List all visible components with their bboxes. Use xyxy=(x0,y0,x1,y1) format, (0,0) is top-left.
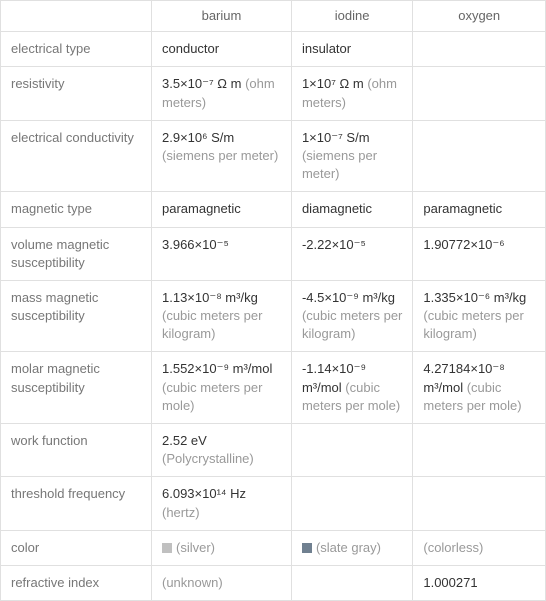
column-header: oxygen xyxy=(413,1,546,32)
table-cell: (colorless) xyxy=(413,530,546,565)
table-cell: paramagnetic xyxy=(413,192,546,227)
table-cell xyxy=(413,32,546,67)
unit-label: (siemens per meter) xyxy=(302,148,377,181)
table-row: electrical conductivity2.9×10⁶ S/m (siem… xyxy=(1,120,546,192)
table-cell: -4.5×10⁻⁹ m³/kg (cubic meters per kilogr… xyxy=(291,280,412,352)
table-cell: -1.14×10⁻⁹ m³/mol (cubic meters per mole… xyxy=(291,352,412,424)
color-swatch xyxy=(162,543,172,553)
table-cell xyxy=(413,67,546,120)
table-row: work function2.52 eV (Polycrystalline) xyxy=(1,424,546,477)
table-cell: 1.90772×10⁻⁶ xyxy=(413,227,546,280)
table-cell xyxy=(291,477,412,530)
unit-label: (cubic meters per kilogram) xyxy=(302,308,402,341)
table-cell: 1×10⁻⁷ S/m (siemens per meter) xyxy=(291,120,412,192)
unit-label: (cubic meters per kilogram) xyxy=(162,308,262,341)
table-row: molar magnetic susceptibility1.552×10⁻⁹ … xyxy=(1,352,546,424)
table-row: color (silver) (slate gray) (colorless) xyxy=(1,530,546,565)
table-cell: 1.552×10⁻⁹ m³/mol (cubic meters per mole… xyxy=(152,352,292,424)
table-row: mass magnetic susceptibility1.13×10⁻⁸ m³… xyxy=(1,280,546,352)
row-label: resistivity xyxy=(1,67,152,120)
table-cell: conductor xyxy=(152,32,292,67)
table-cell xyxy=(413,477,546,530)
header-row: barium iodine oxygen xyxy=(1,1,546,32)
table-row: refractive index (unknown) 1.000271 xyxy=(1,565,546,600)
properties-table: barium iodine oxygen electrical typecond… xyxy=(0,0,546,601)
table-cell: 1.335×10⁻⁶ m³/kg (cubic meters per kilog… xyxy=(413,280,546,352)
table-row: electrical typeconductorinsulator xyxy=(1,32,546,67)
table-cell: (unknown) xyxy=(152,565,292,600)
color-label: (slate gray) xyxy=(316,540,381,555)
table-cell: 2.52 eV (Polycrystalline) xyxy=(152,424,292,477)
table-row: volume magnetic susceptibility3.966×10⁻⁵… xyxy=(1,227,546,280)
unknown-label: (unknown) xyxy=(162,575,223,590)
table-cell: 6.093×10¹⁴ Hz (hertz) xyxy=(152,477,292,530)
table-cell: 3.5×10⁻⁷ Ω m (ohm meters) xyxy=(152,67,292,120)
value: 1×10⁻⁷ S/m xyxy=(302,130,370,145)
row-label: color xyxy=(1,530,152,565)
table-cell: -2.22×10⁻⁵ xyxy=(291,227,412,280)
row-label: work function xyxy=(1,424,152,477)
value: 1×10⁷ Ω m xyxy=(302,76,367,91)
table-cell: 1×10⁷ Ω m (ohm meters) xyxy=(291,67,412,120)
unit-label: (siemens per meter) xyxy=(162,148,278,163)
table-cell xyxy=(413,120,546,192)
table-cell: 3.966×10⁻⁵ xyxy=(152,227,292,280)
column-header: iodine xyxy=(291,1,412,32)
row-label: electrical conductivity xyxy=(1,120,152,192)
table-cell: 1.000271 xyxy=(413,565,546,600)
value: -4.5×10⁻⁹ m³/kg xyxy=(302,290,395,305)
row-label: refractive index xyxy=(1,565,152,600)
value: 1.552×10⁻⁹ m³/mol xyxy=(162,361,272,376)
value: 1.335×10⁻⁶ m³/kg xyxy=(423,290,526,305)
row-label: molar magnetic susceptibility xyxy=(1,352,152,424)
color-label: (silver) xyxy=(176,540,215,555)
table-cell xyxy=(291,565,412,600)
table-cell xyxy=(291,424,412,477)
unit-label: (hertz) xyxy=(162,505,200,520)
table-row: threshold frequency6.093×10¹⁴ Hz (hertz) xyxy=(1,477,546,530)
row-label: threshold frequency xyxy=(1,477,152,530)
row-label: electrical type xyxy=(1,32,152,67)
row-label: magnetic type xyxy=(1,192,152,227)
color-label: (colorless) xyxy=(423,540,483,555)
table-row: resistivity3.5×10⁻⁷ Ω m (ohm meters)1×10… xyxy=(1,67,546,120)
unit-label: (Polycrystalline) xyxy=(162,451,254,466)
value: 2.52 eV xyxy=(162,433,207,448)
unit-label: (cubic meters per kilogram) xyxy=(423,308,523,341)
table-cell: 2.9×10⁶ S/m (siemens per meter) xyxy=(152,120,292,192)
table-cell: 4.27184×10⁻⁸ m³/mol (cubic meters per mo… xyxy=(413,352,546,424)
value: 6.093×10¹⁴ Hz xyxy=(162,486,246,501)
table-cell: insulator xyxy=(291,32,412,67)
row-label: volume magnetic susceptibility xyxy=(1,227,152,280)
column-header: barium xyxy=(152,1,292,32)
color-swatch xyxy=(302,543,312,553)
table-cell: paramagnetic xyxy=(152,192,292,227)
row-label: mass magnetic susceptibility xyxy=(1,280,152,352)
corner-cell xyxy=(1,1,152,32)
table-cell: 1.13×10⁻⁸ m³/kg (cubic meters per kilogr… xyxy=(152,280,292,352)
table-row: magnetic typeparamagneticdiamagneticpara… xyxy=(1,192,546,227)
table-cell: (silver) xyxy=(152,530,292,565)
value: 2.9×10⁶ S/m xyxy=(162,130,234,145)
table-cell xyxy=(413,424,546,477)
table-cell: (slate gray) xyxy=(291,530,412,565)
unit-label: (cubic meters per mole) xyxy=(162,380,262,413)
table-cell: diamagnetic xyxy=(291,192,412,227)
value: 3.5×10⁻⁷ Ω m xyxy=(162,76,245,91)
value: 1.13×10⁻⁸ m³/kg xyxy=(162,290,258,305)
